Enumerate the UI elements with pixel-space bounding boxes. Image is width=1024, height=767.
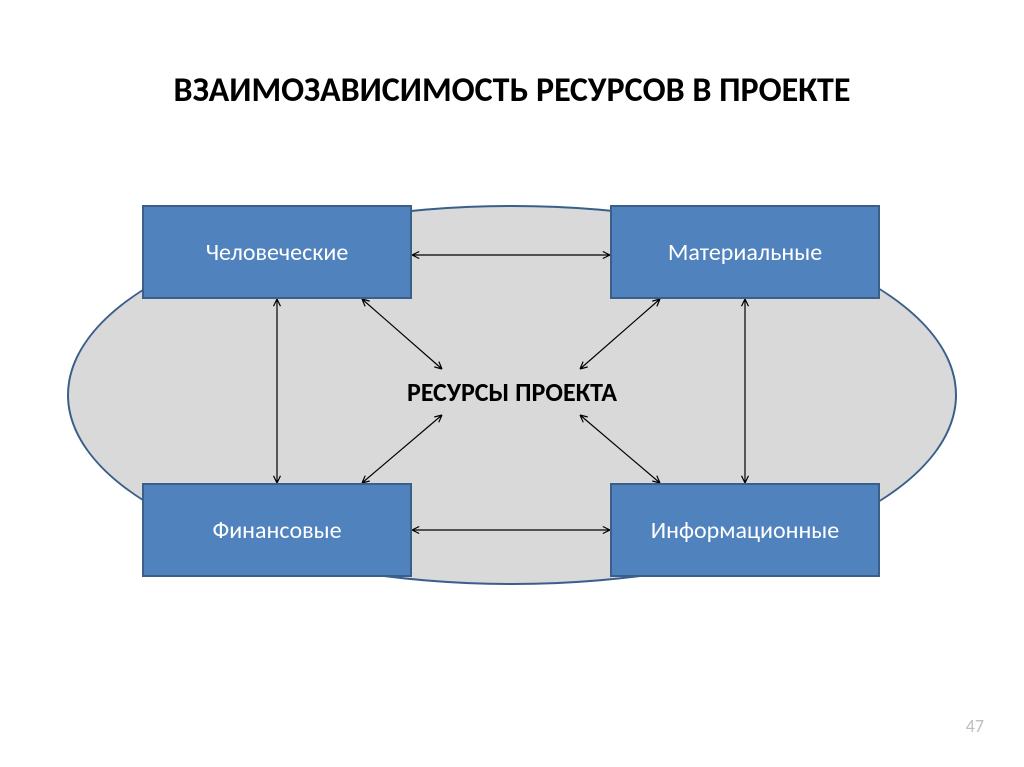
diagram: Человеческие Материальные Финансовые Информ…: [62, 165, 962, 625]
node-info: Информационные: [610, 483, 880, 577]
node-financial: Финансовые: [142, 483, 412, 577]
diagram-center-label: РЕСУРСЫ ПРОЕКТА: [62, 376, 962, 408]
node-material: Материальные: [610, 205, 880, 299]
node-human: Человеческие: [142, 205, 412, 299]
page-number: 47: [966, 715, 984, 737]
slide-title: ВЗАИМОЗАВИСИМОСТЬ РЕСУРСОВ В ПРОЕКТЕ: [0, 70, 1024, 111]
